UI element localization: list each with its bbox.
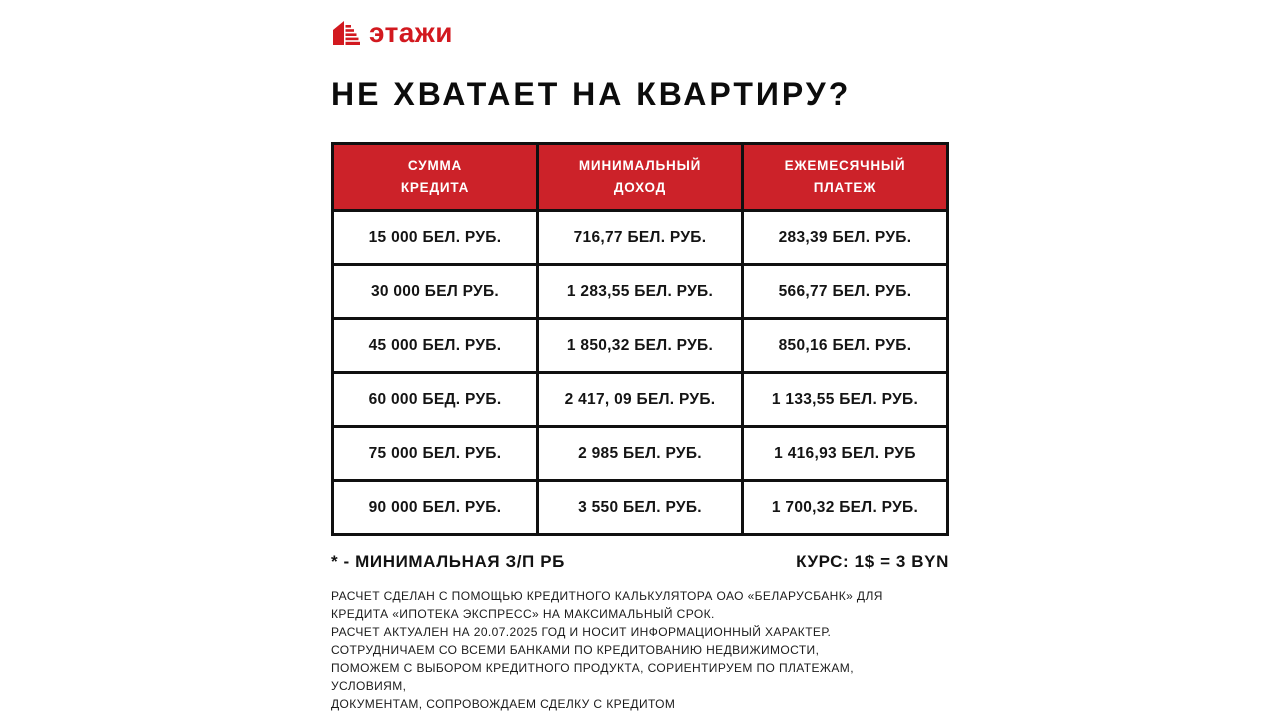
column-header-monthly-payment: ЕЖЕМЕСЯЧНЫЙ ПЛАТЕЖ bbox=[741, 142, 949, 212]
disclaimer-line: ДОКУМЕНТАМ, СОПРОВОЖДАЕМ СДЕЛКУ С КРЕДИТ… bbox=[331, 697, 676, 711]
table-cell: 75 000 БЕЛ. РУБ. bbox=[331, 425, 539, 482]
table-cell: 566,77 БЕЛ. РУБ. bbox=[741, 263, 949, 320]
infographic: этажи НЕ ХВАТАЕТ НА КВАРТИРУ? СУММА КРЕД… bbox=[331, 0, 949, 713]
minimum-salary-note: * - МИНИМАЛЬНАЯ З/П РБ bbox=[331, 552, 565, 571]
table-cell: 45 000 БЕЛ. РУБ. bbox=[331, 317, 539, 374]
table-header-row: СУММА КРЕДИТА МИНИМАЛЬНЫЙ ДОХОД ЕЖЕМЕСЯЧ… bbox=[331, 142, 949, 212]
footnote-row: * - МИНИМАЛЬНАЯ З/П РБ КУРС: 1$ = 3 BYN bbox=[331, 552, 949, 572]
disclaimer-line: УСЛОВИЯМ, bbox=[331, 679, 407, 693]
exchange-rate-note: КУРС: 1$ = 3 BYN bbox=[796, 552, 949, 571]
column-header-minimum-income: МИНИМАЛЬНЫЙ ДОХОД bbox=[536, 142, 744, 212]
disclaimer-line: РАСЧЕТ СДЕЛАН С ПОМОЩЬЮ КРЕДИТНОГО КАЛЬК… bbox=[331, 589, 883, 603]
table-row: 15 000 БЕЛ. РУБ. 716,77 БЕЛ. РУБ. 283,39… bbox=[331, 209, 949, 266]
disclaimer: РАСЧЕТ СДЕЛАН С ПОМОЩЬЮ КРЕДИТНОГО КАЛЬК… bbox=[331, 587, 949, 713]
disclaimer-line: КРЕДИТА «ИПОТЕКА ЭКСПРЕСС» НА МАКСИМАЛЬН… bbox=[331, 607, 715, 621]
table-cell: 716,77 БЕЛ. РУБ. bbox=[536, 209, 744, 266]
table-cell: 1 850,32 БЕЛ. РУБ. bbox=[536, 317, 744, 374]
table-cell: 850,16 БЕЛ. РУБ. bbox=[741, 317, 949, 374]
etazhi-logo-text: этажи bbox=[369, 17, 453, 48]
table-cell: 30 000 БЕЛ РУБ. bbox=[331, 263, 539, 320]
table-cell: 15 000 БЕЛ. РУБ. bbox=[331, 209, 539, 266]
disclaimer-line: СОТРУДНИЧАЕМ СО ВСЕМИ БАНКАМИ ПО КРЕДИТО… bbox=[331, 643, 820, 657]
table-cell: 283,39 БЕЛ. РУБ. bbox=[741, 209, 949, 266]
table-cell: 1 283,55 БЕЛ. РУБ. bbox=[536, 263, 744, 320]
table-row: 30 000 БЕЛ РУБ. 1 283,55 БЕЛ. РУБ. 566,7… bbox=[331, 263, 949, 320]
credit-table: СУММА КРЕДИТА МИНИМАЛЬНЫЙ ДОХОД ЕЖЕМЕСЯЧ… bbox=[331, 142, 949, 536]
disclaimer-line: РАСЧЕТ АКТУАЛЕН НА 20.07.2025 ГОД И НОСИ… bbox=[331, 625, 832, 639]
table-cell: 3 550 БЕЛ. РУБ. bbox=[536, 479, 744, 536]
column-header-loan-amount: СУММА КРЕДИТА bbox=[331, 142, 539, 212]
table-row: 75 000 БЕЛ. РУБ. 2 985 БЕЛ. РУБ. 1 416,9… bbox=[331, 425, 949, 482]
etazhi-logo: этажи bbox=[331, 17, 949, 49]
disclaimer-line: ПОМОЖЕМ С ВЫБОРОМ КРЕДИТНОГО ПРОДУКТА, С… bbox=[331, 661, 854, 675]
page-title: НЕ ХВАТАЕТ НА КВАРТИРУ? bbox=[331, 76, 852, 112]
table-row: 90 000 БЕЛ. РУБ. 3 550 БЕЛ. РУБ. 1 700,3… bbox=[331, 479, 949, 536]
table-cell: 60 000 БЕД. РУБ. bbox=[331, 371, 539, 428]
table-row: 60 000 БЕД. РУБ. 2 417, 09 БЕЛ. РУБ. 1 1… bbox=[331, 371, 949, 428]
table-cell: 90 000 БЕЛ. РУБ. bbox=[331, 479, 539, 536]
table-cell: 1 133,55 БЕЛ. РУБ. bbox=[741, 371, 949, 428]
etazhi-building-icon bbox=[331, 18, 361, 48]
table-cell: 1 416,93 БЕЛ. РУБ bbox=[741, 425, 949, 482]
table-cell: 1 700,32 БЕЛ. РУБ. bbox=[741, 479, 949, 536]
table-row: 45 000 БЕЛ. РУБ. 1 850,32 БЕЛ. РУБ. 850,… bbox=[331, 317, 949, 374]
table-cell: 2 417, 09 БЕЛ. РУБ. bbox=[536, 371, 744, 428]
table-cell: 2 985 БЕЛ. РУБ. bbox=[536, 425, 744, 482]
